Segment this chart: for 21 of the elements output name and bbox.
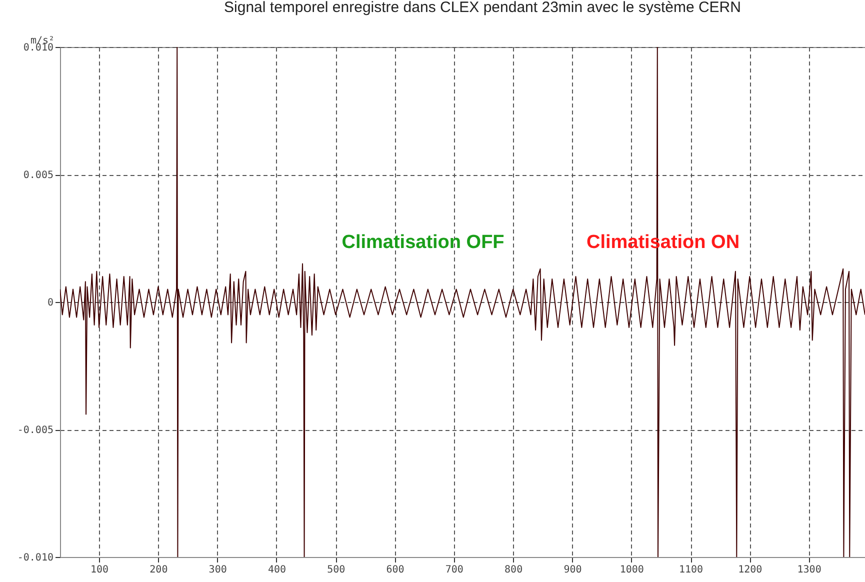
y-tick-label: -0.005 xyxy=(17,425,54,436)
x-tick-label: 200 xyxy=(150,564,168,576)
x-tick-label: 900 xyxy=(564,564,582,576)
x-tick-label: 600 xyxy=(386,564,404,576)
x-tick-label: 500 xyxy=(327,564,346,576)
x-tick-label: 1100 xyxy=(678,564,704,576)
x-tick-label: 300 xyxy=(208,564,227,576)
y-tick-label: 0.010 xyxy=(23,42,54,54)
y-tick-label: 0 xyxy=(47,298,54,308)
annotation: Climatisation OFF xyxy=(342,232,504,253)
y-tick-label: 0.005 xyxy=(23,170,54,181)
x-tick-label: 400 xyxy=(268,564,286,576)
x-tick-label: 800 xyxy=(504,564,523,576)
line-series xyxy=(60,47,865,557)
x-tick-label: 100 xyxy=(90,564,109,576)
x-tick-label: 700 xyxy=(445,564,464,576)
x-tick-label: 1300 xyxy=(797,564,822,576)
x-tick-label: 1200 xyxy=(738,564,762,576)
y-tick-label: -0.010 xyxy=(17,552,54,564)
chart-title: Signal temporel enregistre dans CLEX pendant 23min avec le système CERN xyxy=(224,0,741,16)
x-tick-label: 1000 xyxy=(620,564,644,576)
